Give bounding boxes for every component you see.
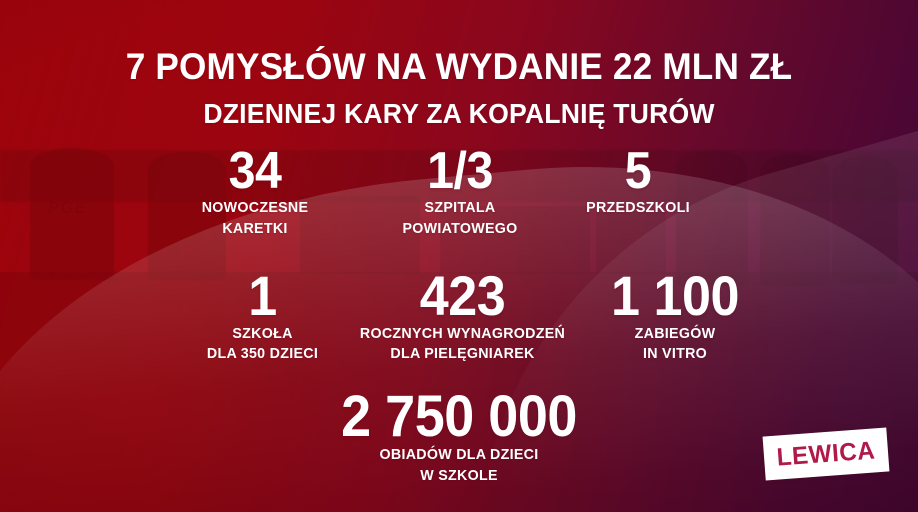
stat-label-line1: SZPITALA <box>424 198 496 216</box>
stat-number: 1/3 <box>427 142 493 200</box>
subheadline: DZIENNEJ KARY ZA KOPALNIĘ TURÓW <box>203 98 715 129</box>
lewica-logo: LEWICA <box>762 427 890 481</box>
stat-label-line1: PRZEDSZKOLI <box>586 198 690 216</box>
stat-label-line2: KARETKI <box>222 219 288 237</box>
stat-number: 2 750 000 <box>341 384 577 449</box>
headline: 7 POMYSŁÓW NA WYDANIE 22 MLN ZŁ <box>125 46 793 87</box>
logo-text: LEWICA <box>775 435 877 472</box>
stat-label-line1: SZKOŁA <box>232 324 293 342</box>
stat-label-line2: W SZKOLE <box>420 467 498 485</box>
stat-label-line2: IN VITRO <box>642 345 708 363</box>
stat-label-line2: POWIATOWEGO <box>402 219 518 237</box>
stat-ambulances: 34 NOWOCZESNE KARETKI <box>160 142 350 237</box>
stat-kindergartens: 5 PRZEDSZKOLI <box>543 142 733 217</box>
stat-hospital: 1/3 SZPITALA POWIATOWEGO <box>365 142 555 237</box>
stat-number: 1 100 <box>610 264 739 327</box>
stat-number: 34 <box>228 142 282 200</box>
stat-number: 423 <box>419 264 506 327</box>
stat-label-line1: ROCZNYCH WYNAGRODZEŃ <box>359 324 566 342</box>
stat-label-line1: NOWOCZESNE <box>201 198 309 216</box>
stat-school: 1 SZKOŁA DLA 350 DZIECI <box>175 264 350 363</box>
stat-label-line2: DLA 350 DZIECI <box>206 345 319 363</box>
stat-school-meals: 2 750 000 OBIADÓW DLA DZIECI W SZKOLE <box>259 384 659 485</box>
stat-label-line2: DLA PIELĘGNIAREK <box>390 345 535 363</box>
stat-label-line1: OBIADÓW DLA DZIECI <box>379 446 539 464</box>
stat-nurse-salaries: 423 ROCZNYCH WYNAGRODZEŃ DLA PIELĘGNIARE… <box>330 264 595 363</box>
stat-label-line1: ZABIEGÓW <box>634 324 716 342</box>
stat-number: 1 <box>248 264 277 327</box>
stat-in-vitro: 1 100 ZABIEGÓW IN VITRO <box>575 264 775 363</box>
stat-number: 5 <box>624 142 652 200</box>
